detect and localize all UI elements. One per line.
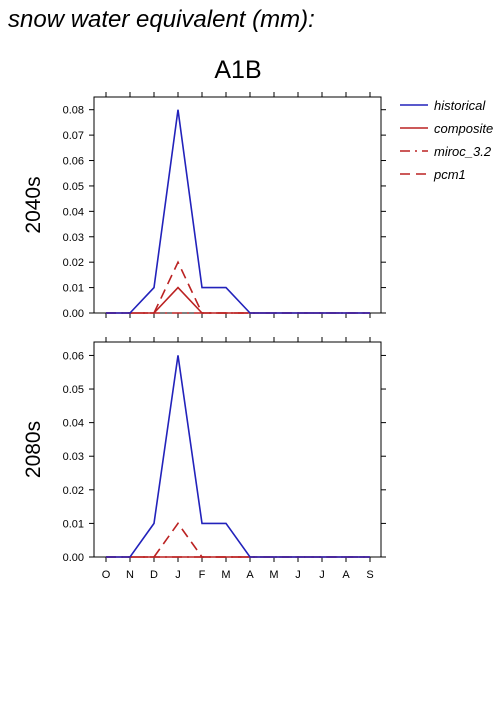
legend-label-composite: composite [434, 121, 493, 136]
y-tick-label: 0.00 [63, 308, 84, 320]
y-tick-label: 0.06 [63, 156, 84, 168]
y-tick-label: 0.01 [63, 283, 84, 295]
plot-frame [93, 341, 382, 558]
row-label-2040s: 2040s [22, 176, 45, 233]
x-tick-label: A [342, 569, 350, 581]
legend-label-miroc-3-2: miroc_3.2 [434, 144, 492, 159]
scenario-title: A1B [214, 56, 262, 84]
series-line-pcm1 [106, 260, 370, 314]
x-tick-label: M [221, 569, 230, 581]
x-tick-label: D [150, 569, 158, 581]
y-tick-label: 0.02 [63, 485, 84, 497]
series-line-pcm1 [106, 522, 370, 558]
x-tick-label: A [246, 569, 254, 581]
y-tick-label: 0.05 [63, 384, 84, 396]
y-tick-label: 0.03 [63, 451, 84, 463]
y-tick-label: 0.06 [63, 350, 84, 362]
y-tick-label: 0.08 [63, 105, 84, 117]
y-tick-label: 0.07 [63, 130, 84, 142]
series-line-historical [106, 109, 370, 314]
x-tick-label: N [126, 569, 134, 581]
x-tick-label: J [319, 569, 325, 581]
legend-label-historical: historical [434, 98, 486, 113]
legend: historical composite miroc_3.2 pcm1 [400, 98, 493, 182]
y-tick-label: 0.01 [63, 518, 84, 530]
y-tick-label: 0.02 [63, 257, 84, 269]
series-line-historical [106, 355, 370, 558]
x-tick-label: J [175, 569, 181, 581]
y-tick-label: 0.05 [63, 181, 84, 193]
y-tick-label: 0.04 [63, 206, 84, 218]
x-tick-label: F [199, 569, 206, 581]
x-tick-label: S [366, 569, 373, 581]
legend-label-pcm1: pcm1 [433, 167, 466, 182]
y-tick-label: 0.04 [63, 418, 84, 430]
x-tick-label: J [295, 569, 301, 581]
plot-frame [93, 96, 382, 314]
x-tick-label: M [269, 569, 278, 581]
x-tick-label: O [102, 569, 111, 581]
chart-panel-2040s: 0.00 0.01 0.02 0.03 0.04 0.05 0.06 0.07 0.08 2040… [22, 92, 386, 320]
row-label-2080s: 2080s [22, 421, 45, 478]
y-tick-label: 0.03 [63, 232, 84, 244]
page-title: snow water equivalent (mm): [8, 6, 315, 33]
chart-panel-2080s: 0.00 0.01 0.02 0.03 0.04 0.05 0.06 O N D J F M A M J J A S… [22, 337, 386, 581]
y-tick-label: 0.00 [63, 552, 84, 564]
